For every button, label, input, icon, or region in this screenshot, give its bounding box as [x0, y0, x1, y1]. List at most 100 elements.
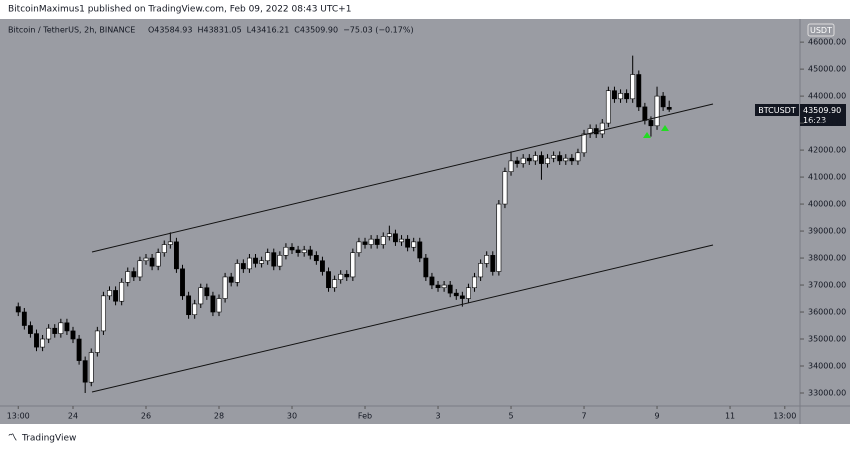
y-tick-label: 42000.00	[808, 146, 846, 155]
candle-body	[277, 255, 283, 267]
candle-body	[161, 244, 167, 253]
candle-body	[313, 255, 319, 262]
candle-body	[40, 338, 46, 348]
candle-body	[514, 160, 520, 164]
candle-body	[64, 322, 70, 332]
candle-body	[557, 155, 563, 162]
candle-body	[27, 325, 33, 334]
x-tick-label: 11	[725, 412, 735, 421]
candle-body	[441, 284, 447, 289]
candle-body	[307, 249, 313, 256]
candle-body	[320, 260, 325, 272]
candle-body	[216, 298, 222, 313]
symbol-title: Bitcoin / TetherUS, 2h, BINANCE	[8, 26, 135, 35]
y-tick-label: 33000.00	[808, 388, 846, 397]
candle-body	[58, 322, 64, 334]
y-tick-label: 44000.00	[808, 92, 846, 101]
candle-body	[423, 257, 429, 278]
candle-body	[259, 260, 265, 264]
candle-body	[253, 257, 258, 264]
candle-body	[167, 241, 173, 245]
candle-body	[551, 155, 557, 159]
candle-body	[344, 273, 350, 278]
countdown-label: 16:23	[803, 116, 826, 125]
candle-body	[526, 157, 532, 162]
y-tick-label: 40000.00	[808, 200, 846, 209]
last-price-tag: BTCUSDT 43509.90 16:23	[755, 104, 846, 126]
candle-body	[350, 252, 356, 278]
price-box	[800, 104, 846, 126]
candle-body	[125, 271, 131, 283]
candle-body	[362, 241, 368, 245]
candle-body	[143, 257, 149, 262]
candle-body	[612, 90, 617, 100]
symbol-box	[755, 104, 799, 116]
y-tick-label: 46000.00	[808, 38, 846, 47]
ohlc-value: H43831.05	[197, 26, 241, 35]
x-tick-label: 28	[214, 412, 224, 421]
candle-body	[569, 157, 575, 162]
y-tick-label: 41000.00	[808, 173, 846, 182]
candle-body	[417, 241, 423, 259]
arrow-marker	[661, 125, 669, 131]
ohlc-value: C43509.90	[294, 26, 338, 35]
candle-body	[466, 287, 471, 299]
candle-body	[630, 74, 636, 100]
candle-body	[356, 241, 362, 253]
candle-body	[283, 246, 289, 256]
candle-body	[405, 238, 411, 248]
candle-body	[131, 271, 137, 278]
x-tick-label: 13:00	[7, 412, 30, 421]
candle-body	[265, 252, 271, 262]
y-tick-label: 34000.00	[808, 362, 846, 371]
candle-body	[411, 241, 417, 248]
currency: USDT	[810, 26, 832, 35]
y-tick-label: 37000.00	[808, 281, 846, 290]
candle-body	[247, 257, 252, 270]
candle-body	[393, 233, 398, 243]
candle-body	[88, 352, 94, 383]
candle-body	[563, 157, 569, 162]
ohlc-value: −75.03 (−0.17%)	[343, 26, 414, 35]
candle-body	[508, 160, 514, 172]
candle-body	[599, 122, 605, 135]
candle-body	[113, 290, 119, 302]
candle-body	[100, 295, 106, 332]
candle-body	[539, 155, 544, 164]
candle-body	[459, 295, 465, 299]
y-tick-label: 35000.00	[808, 335, 846, 344]
channel-upper	[91, 103, 714, 253]
candle-body	[496, 203, 502, 272]
y-tick-label: 43000.00	[808, 119, 846, 128]
candle-body	[587, 128, 593, 135]
price-label: 43509.90	[803, 106, 841, 115]
candle-body	[301, 249, 307, 253]
candle-body	[618, 93, 623, 100]
candle-body	[581, 133, 587, 154]
y-tick-label: 39000.00	[808, 227, 846, 236]
x-tick-label: 13:00	[773, 412, 796, 421]
candle-body	[107, 290, 112, 297]
candle-body	[447, 284, 453, 294]
candle-body	[484, 255, 490, 264]
candle-body	[380, 236, 386, 245]
candle-body	[295, 249, 301, 253]
candle-body	[654, 95, 660, 127]
x-tick-label: Feb	[358, 412, 372, 421]
candle-body	[490, 255, 496, 272]
candle-body	[186, 295, 192, 316]
x-tick-label: 26	[141, 412, 151, 421]
price-axis-background	[800, 19, 850, 424]
candle-body	[70, 330, 76, 340]
candle-body	[399, 238, 404, 243]
candle-body	[666, 107, 672, 110]
x-tick-label: 5	[508, 412, 513, 421]
candle-body	[137, 260, 143, 278]
candle-body	[605, 90, 611, 124]
candle-body	[453, 292, 459, 297]
candle-body	[234, 263, 240, 283]
candle-body	[149, 257, 155, 267]
candle-body	[429, 276, 435, 286]
candle-body	[624, 93, 630, 100]
